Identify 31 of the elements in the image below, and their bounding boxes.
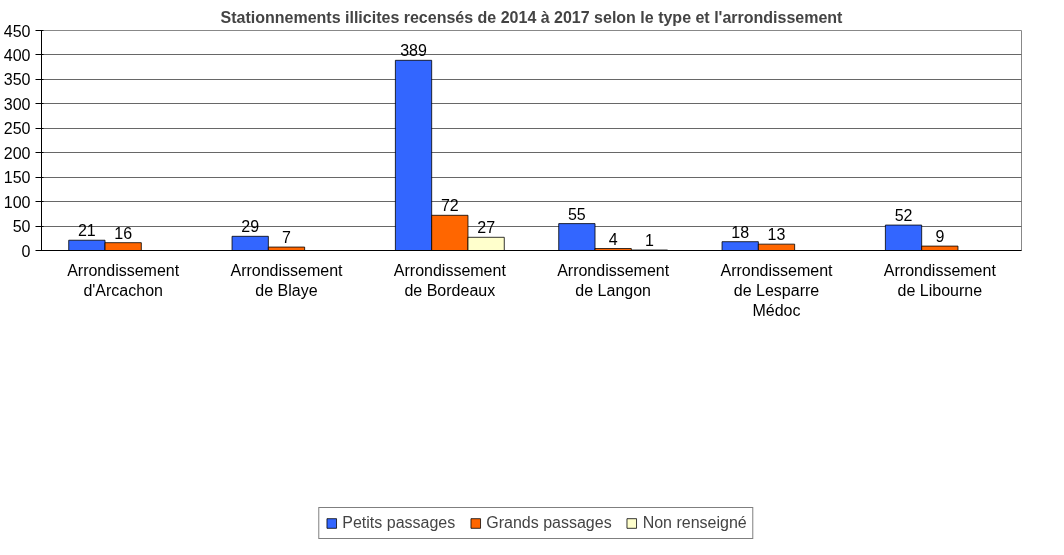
y-tick-label: 100 <box>3 193 31 211</box>
y-tick-label: 350 <box>3 71 31 89</box>
x-tick-label: Arrondissement de Bordeaux <box>393 261 507 299</box>
data-label: 16 <box>114 224 133 242</box>
data-label: 21 <box>77 222 96 240</box>
x-tick-label: Arrondissement de Lesparre Médoc <box>720 261 834 320</box>
data-label: 55 <box>567 205 586 223</box>
y-tick-label: 0 <box>21 242 31 260</box>
y-tick-label: 300 <box>3 95 31 113</box>
chart-title: Stationnements illicites recensés de 2014 à 2017 selon le type et l'arrondissement <box>220 8 844 26</box>
y-tick-label: 400 <box>3 46 31 64</box>
y-tick-label: 200 <box>3 144 31 162</box>
x-tick-label: Arrondissement de Langon <box>557 261 670 299</box>
y-tick-label: 450 <box>3 22 31 40</box>
legend-label: Petits passages <box>342 513 456 532</box>
x-tick-label: Arrondissement de Blaye <box>230 261 344 299</box>
data-label: 18 <box>731 223 750 241</box>
data-label: 52 <box>894 207 913 225</box>
data-label: 72 <box>440 197 459 215</box>
x-tick-label: Arrondissement de Libourne <box>883 261 997 299</box>
data-label: 7 <box>282 229 292 247</box>
data-label: 9 <box>935 228 945 246</box>
data-label: 13 <box>767 226 786 244</box>
legend-label: Grands passages <box>486 513 612 532</box>
data-label: 1 <box>645 232 655 250</box>
x-tick-label: Arrondissement d'Arcachon <box>67 261 180 299</box>
y-tick-label: 150 <box>3 169 31 187</box>
legend-label: Non renseigné <box>642 513 747 532</box>
y-tick-label: 50 <box>12 218 31 236</box>
y-tick-label: 250 <box>3 120 31 138</box>
data-label: 4 <box>608 230 618 248</box>
